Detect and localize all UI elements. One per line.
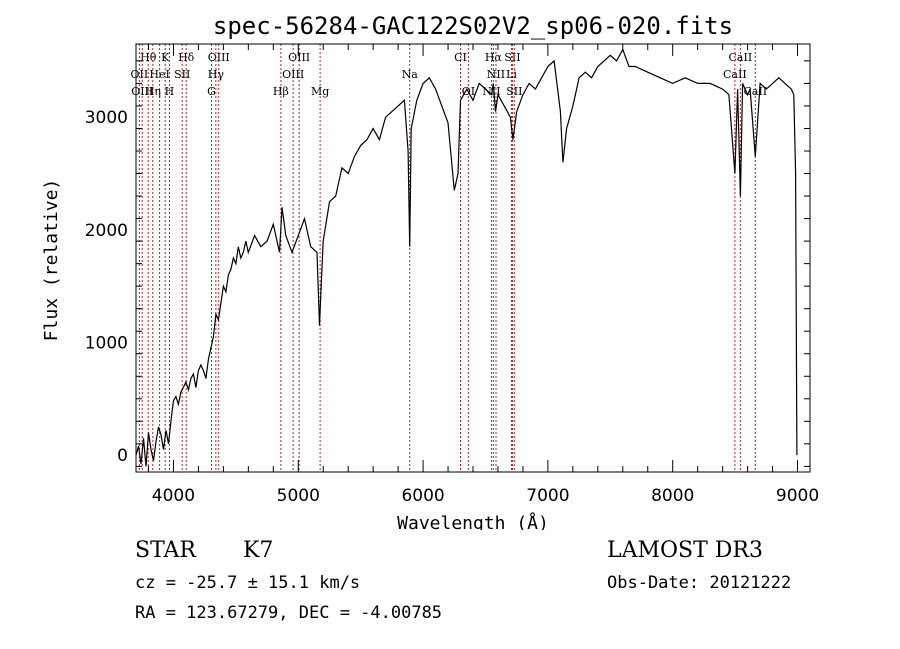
line-label-8: CaII	[729, 51, 753, 64]
spectrum-line	[136, 48, 798, 467]
ticks-layer: 4000 5000 6000 7000 8000 9000 0 1000 2000 3000	[85, 44, 819, 506]
line-label-5: CI	[454, 51, 467, 64]
line-label-22: Hβ	[273, 85, 289, 98]
object-class: STAR	[135, 538, 196, 563]
x-axis-label: Wavelength (Å)	[397, 512, 549, 530]
line-label-6: Hα	[485, 51, 503, 64]
x-tick-label-7000: 7000	[526, 486, 569, 506]
spectrum-chart: spec-56284-GAC122S02V2_sp06-020.fits Wav…	[41, 12, 819, 530]
line-label-9: OII	[131, 68, 149, 81]
line-label-27: CaII	[743, 85, 767, 98]
redshift-velocity: cz = -25.7 ± 15.1 km/s	[135, 573, 361, 593]
line-label-16: Li	[506, 68, 517, 81]
line-label-1: K	[161, 51, 170, 64]
x-tick-label-4000: 4000	[152, 486, 195, 506]
x-tick-label-8000: 8000	[651, 486, 694, 506]
line-label-2: Hδ	[178, 51, 195, 64]
line-label-19: Hη	[145, 85, 161, 98]
line-label-25: NII	[482, 85, 500, 98]
line-label-20: H	[165, 85, 175, 98]
line-label-23: Mg	[311, 85, 329, 98]
line-label-12: Hγ	[208, 68, 225, 81]
y-tick-label-3000: 3000	[85, 108, 128, 128]
x-tick-label-9000: 9000	[776, 486, 819, 506]
y-axis-label: Flux (relative)	[41, 179, 62, 342]
y-tick-label-0: 0	[117, 446, 128, 466]
line-label-10: HeI	[149, 68, 169, 81]
line-label-21: G	[207, 85, 216, 98]
x-tick-label-6000: 6000	[401, 486, 444, 506]
line-label-14: Na	[402, 68, 419, 81]
line-label-18: OIII	[131, 85, 153, 98]
spectrum-layer	[136, 48, 798, 467]
line-label-13: OIII	[282, 68, 304, 81]
x-tick-label-5000: 5000	[277, 486, 320, 506]
ra-dec-coordinates: RA = 123.67279, DEC = -4.00785	[135, 603, 443, 623]
y-tick-label-2000: 2000	[85, 221, 128, 241]
y-tick-label-1000: 1000	[85, 333, 128, 353]
line-label-4: OIII	[288, 51, 310, 64]
line-label-26: SII	[506, 85, 522, 98]
survey-name: LAMOST DR3	[607, 538, 763, 563]
line-label-15: NII	[487, 68, 505, 81]
spectral-subclass: K7	[243, 538, 274, 563]
line-label-11: SII	[174, 68, 190, 81]
observation-date: Obs-Date: 20121222	[607, 573, 792, 593]
line-label-7: SII	[504, 51, 520, 64]
chart-title: spec-56284-GAC122S02V2_sp06-020.fits	[213, 12, 733, 40]
line-label-17: CaII	[723, 68, 747, 81]
line-label-3: OIII	[208, 51, 230, 64]
